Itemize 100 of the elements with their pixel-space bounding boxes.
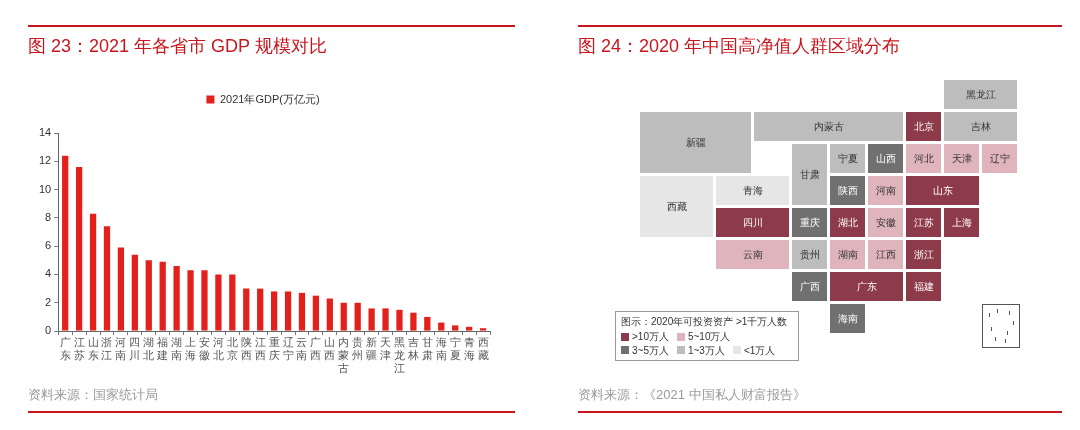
- category-label: 广西: [792, 272, 827, 301]
- bar: [257, 288, 264, 331]
- category-label: 吉林: [944, 112, 1017, 141]
- category-label: 西藏: [640, 176, 713, 237]
- x-tick-label: 西藏: [477, 336, 489, 362]
- bar: [396, 309, 403, 331]
- category-label: 湖南: [830, 240, 865, 269]
- x-tick-label: 北京: [226, 336, 238, 362]
- y-tick-label: 0: [45, 324, 52, 337]
- x-tick-label: 河北: [212, 336, 224, 362]
- bar: [145, 260, 152, 331]
- category-label: 江苏: [906, 208, 941, 237]
- legend-label: 1~3万人: [687, 343, 725, 357]
- category-label: 河北: [906, 144, 941, 173]
- x-tick-label: 天津: [380, 336, 392, 362]
- y-tick-label: 4: [45, 267, 52, 280]
- x-tick-label: 陕西: [240, 336, 252, 362]
- bar: [452, 325, 459, 331]
- chart-title: 图 23：2021 年各省市 GDP 规模对比: [28, 35, 327, 57]
- legend-label: 3~5万人: [632, 343, 669, 357]
- category-label: 云南: [716, 240, 789, 269]
- text: 图 24：2020 年中国高净值人群区域分布: [578, 35, 901, 57]
- bar: [438, 322, 445, 331]
- category-label: 福建: [906, 272, 941, 301]
- bar: [173, 265, 180, 331]
- x-tick-label: 海南: [435, 336, 447, 362]
- bar: [326, 298, 333, 331]
- y-tick-label: 8: [45, 210, 52, 223]
- category-label: 湖北: [830, 208, 865, 237]
- category-label: 重庆: [792, 208, 827, 237]
- category-label: 河南: [868, 176, 903, 205]
- x-tick-label: 河南: [115, 336, 127, 362]
- legend-label: 2021年GDP(万亿元): [219, 92, 320, 105]
- x-tick-label: 湖南: [171, 336, 183, 362]
- bar: [270, 291, 278, 331]
- x-tick-label: 广西: [310, 336, 322, 362]
- bar: [340, 302, 347, 331]
- bar: [62, 155, 69, 331]
- bar: [354, 302, 361, 331]
- bar: [312, 295, 320, 331]
- bar: [424, 316, 431, 331]
- y-tick-label: 14: [38, 126, 52, 139]
- x-tick-label: 福建: [156, 336, 169, 362]
- category-label: 海南: [830, 304, 865, 333]
- legend-title: 图示：2020年可投资资产 >1千万人数: [621, 315, 789, 328]
- bar: [368, 308, 375, 331]
- category-label: 江西: [868, 240, 903, 269]
- x-tick-label: 浙江: [101, 336, 113, 362]
- x-tick-label: 黑龙江: [393, 336, 405, 374]
- bar: [215, 274, 222, 331]
- x-tick-label: 江苏: [73, 336, 85, 362]
- category-label: 宁夏: [830, 144, 865, 173]
- bar: [117, 247, 125, 331]
- category-label: 上海: [944, 208, 979, 237]
- x-tick-label: 吉林: [406, 336, 419, 362]
- category-label: 山东: [906, 176, 979, 205]
- bar: [89, 213, 97, 331]
- y-tick-label: 2: [45, 295, 52, 308]
- x-tick-label: 内蒙古: [338, 336, 350, 374]
- category-label: 甘肃: [792, 144, 827, 205]
- x-tick-label: 山东: [87, 336, 99, 362]
- bar: [382, 308, 389, 331]
- x-tick-label: 甘肃: [421, 336, 433, 362]
- x-tick-label: 湖北: [143, 336, 155, 362]
- bar: [465, 326, 473, 331]
- category-label: 浙江: [906, 240, 941, 269]
- category-label: 内蒙古: [754, 112, 903, 141]
- category-label: 安徽: [868, 208, 903, 237]
- x-tick-label: 广东: [59, 336, 71, 362]
- bar: [229, 274, 236, 331]
- category-label: 广东: [830, 272, 903, 301]
- category-label: 山西: [868, 144, 903, 173]
- x-tick-label: 上海: [185, 336, 197, 362]
- bar: [284, 291, 292, 331]
- category-label: 青海: [716, 176, 789, 205]
- legend-label: 5~10万人: [687, 330, 731, 343]
- x-tick-label: 辽宁: [282, 336, 294, 362]
- category-label: 黑龙江: [944, 80, 1017, 109]
- x-tick-label: 贵州: [352, 336, 364, 362]
- x-tick-label: 山西: [324, 336, 336, 362]
- x-tick-label: 安徽: [198, 336, 210, 362]
- bar: [103, 226, 111, 331]
- y-tick-label: 10: [38, 182, 52, 195]
- bar: [75, 166, 83, 331]
- y-tick-label: 12: [38, 154, 52, 167]
- bar: [298, 292, 306, 331]
- legend-label: >10万人: [632, 330, 669, 343]
- category-label: 辽宁: [982, 144, 1017, 173]
- x-tick-label: 四川: [129, 336, 141, 362]
- x-tick-label: 云南: [296, 336, 308, 362]
- category-label: 天津: [944, 144, 979, 173]
- bar: [201, 270, 208, 331]
- x-tick-label: 重庆: [268, 336, 280, 362]
- bar: [479, 328, 487, 331]
- y-tick-label: 6: [45, 239, 52, 252]
- category-label: 四川: [716, 208, 789, 237]
- category-label: 新疆: [640, 112, 751, 173]
- bar: [243, 288, 250, 331]
- x-tick-label: 新疆: [366, 336, 378, 362]
- x-tick-label: 青海: [463, 336, 475, 362]
